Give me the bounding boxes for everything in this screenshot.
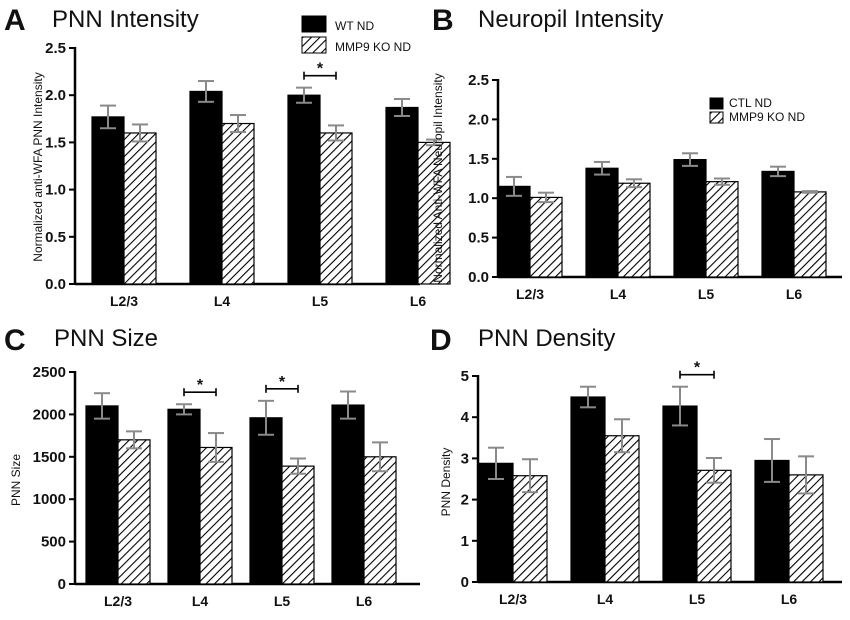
panel-b-letter: B <box>432 4 454 37</box>
panel-d-ytick-label: 3 <box>461 450 469 467</box>
panel-d-bar-wt <box>662 405 698 583</box>
panel-d-letter: D <box>430 324 452 357</box>
panel-b-ytick-label: 0.0 <box>468 269 489 286</box>
panel-c-sig-star: * <box>197 377 204 394</box>
panel-a-ytick-label: 1.5 <box>45 134 66 151</box>
panel-c-bar-ko <box>117 439 151 585</box>
panel-c-sig-star: * <box>279 374 286 391</box>
panel-a-legend-label: MMP9 KO ND <box>335 40 411 54</box>
panel-a-legend-swatch <box>301 36 327 54</box>
panel-d-bar-ko <box>696 469 732 583</box>
panel-c-ylabel: PNN Size <box>9 454 23 506</box>
panel-d-bar-ko <box>512 475 548 583</box>
panel-b-ytick-label: 0.5 <box>468 230 489 247</box>
panel-a-bar-ko <box>319 132 353 285</box>
panel-d-ylabel: PNN Density <box>439 448 453 517</box>
panel-c-bar-ko <box>199 446 233 585</box>
panel-c-bar-wt <box>331 404 365 585</box>
panel-c-letter: C <box>4 324 26 357</box>
panel-d-bar-ko <box>604 435 640 583</box>
panel-a-bar-wt <box>287 94 321 285</box>
panel-c-category-label: L2/3 <box>104 593 132 609</box>
panel-a-category-label: L6 <box>410 293 427 309</box>
panel-b-legend-label: MMP9 KO ND <box>729 110 805 124</box>
panel-d-ytick-label: 2 <box>461 492 469 509</box>
panel-a-bar-wt <box>385 106 419 285</box>
panel-b-ytick-label: 2.0 <box>468 111 489 128</box>
panel-d-category-label: L6 <box>781 591 798 607</box>
panel-a-ytick-label: 1.0 <box>45 182 66 199</box>
panel-c-title: PNN Size <box>54 325 158 352</box>
panel-b-category-label: L6 <box>786 286 803 302</box>
panel-c-bar-wt <box>85 405 119 585</box>
panel-d-ytick-label: 4 <box>461 409 470 426</box>
panel-a-ytick-label: 2.0 <box>45 87 66 104</box>
panel-b-bar-wt <box>761 170 795 278</box>
panel-b-bar-ko <box>705 181 739 278</box>
panel-c-bar-ko <box>363 456 397 585</box>
panel-b-ylabel: Normalized Anti-WFA Neuropil Intensity <box>431 73 445 282</box>
panel-d-bar-wt <box>478 462 514 583</box>
panel-d-category-label: L2/3 <box>499 591 527 607</box>
panel-d-ytick-label: 1 <box>461 533 469 550</box>
panel-a-category-label: L5 <box>312 293 329 309</box>
panel-b-title: Neuropil Intensity <box>478 6 663 33</box>
panel-d-title: PNN Density <box>478 325 615 352</box>
panel-c-category-label: L4 <box>192 593 209 609</box>
panel-c-ytick-label: 500 <box>41 534 66 551</box>
panel-c-ytick-label: 2500 <box>33 364 66 381</box>
panel-b-bar-ko <box>793 191 827 278</box>
panel-a-bar-wt <box>189 90 223 285</box>
panel-b-category-label: L5 <box>698 286 715 302</box>
panel-a-bar-ko <box>417 141 451 285</box>
panel-c-ytick-label: 1000 <box>33 491 66 508</box>
panel-a-ytick-label: 0.0 <box>45 276 66 293</box>
panel-a-title: PNN Intensity <box>52 6 199 33</box>
panel-c-ytick-label: 0 <box>58 576 66 593</box>
panel-b-legend-swatch <box>709 97 724 110</box>
panel-c-category-label: L6 <box>356 593 373 609</box>
panel-c-ytick-label: 2000 <box>33 406 66 423</box>
panel-b-bar-wt <box>497 185 531 278</box>
panel-b-bar-wt <box>673 158 707 278</box>
panel-a-bar-wt <box>91 116 125 285</box>
panel-a-ytick-label: 2.5 <box>45 40 66 57</box>
panel-c-bar-wt <box>249 417 283 585</box>
panel-b-legend-label: CTL ND <box>729 96 772 110</box>
panel-c-bar-ko <box>281 465 315 585</box>
panel-b-bar-ko <box>617 182 651 278</box>
panel-c-bar-wt <box>167 408 201 585</box>
panel-a-category-label: L2/3 <box>110 293 138 309</box>
panel-a-bar-ko <box>123 132 157 285</box>
panel-d-bar-wt <box>570 396 606 583</box>
panel-c-ytick-label: 1500 <box>33 449 66 466</box>
panel-b-bar-ko <box>529 196 563 278</box>
panel-d-category-label: L5 <box>689 591 706 607</box>
panel-d-sig-star: * <box>694 360 701 377</box>
panel-a-category-label: L4 <box>214 293 231 309</box>
panel-c-category-label: L5 <box>274 593 291 609</box>
panel-a-legend-label: WT ND <box>335 19 374 33</box>
panel-a-legend-swatch <box>301 15 327 33</box>
panel-b-category-label: L4 <box>610 286 627 302</box>
panel-d-ytick-label: 0 <box>461 574 469 591</box>
panel-b-category-label: L2/3 <box>516 286 544 302</box>
panel-b-bar-wt <box>585 167 619 278</box>
panel-a-letter: A <box>4 4 26 37</box>
panel-b-legend-swatch <box>709 111 724 124</box>
panel-d-category-label: L4 <box>597 591 614 607</box>
panel-b-ytick-label: 1.0 <box>468 190 489 207</box>
panel-a-ylabel: Normalized anti-WFA PNN Intensity <box>31 72 45 261</box>
panel-a-sig-star: * <box>317 61 324 78</box>
panel-b-ytick-label: 1.5 <box>468 151 489 168</box>
panel-d-ytick-label: 5 <box>461 368 469 385</box>
panel-a-bar-ko <box>221 122 255 285</box>
panel-a-ytick-label: 0.5 <box>45 229 66 246</box>
panel-b-ytick-label: 2.5 <box>468 72 489 89</box>
